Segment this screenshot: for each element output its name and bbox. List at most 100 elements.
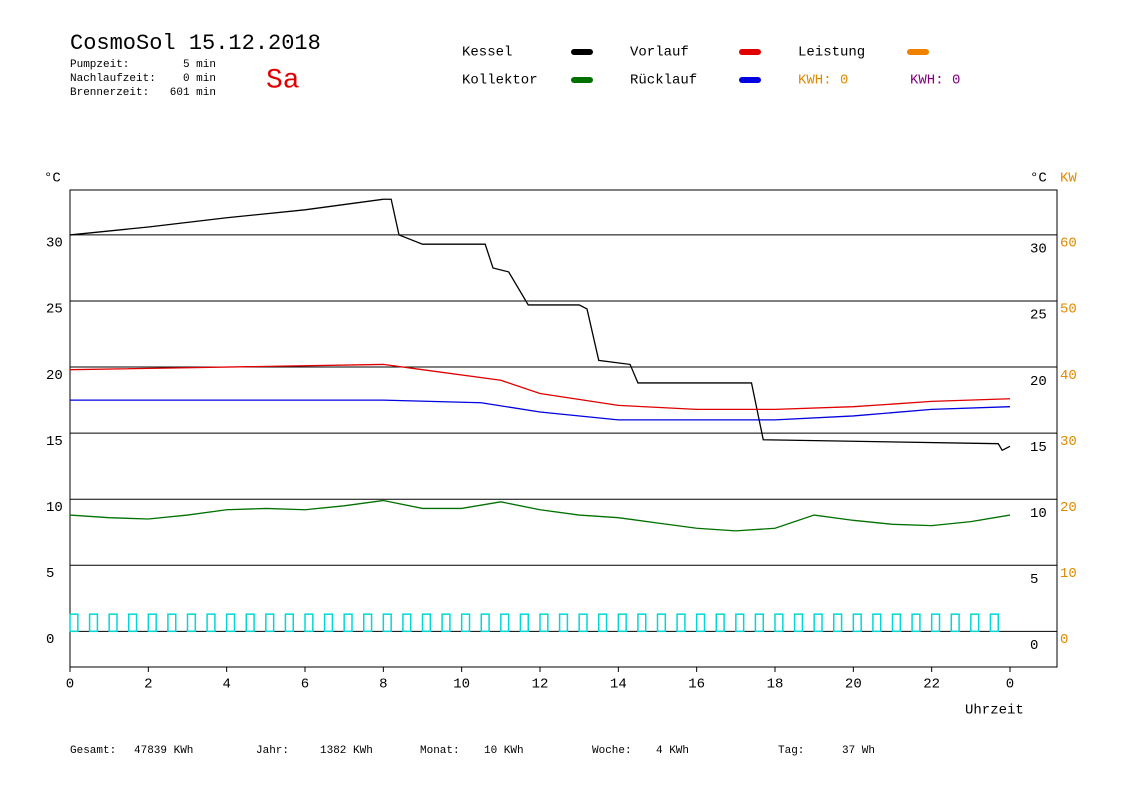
x-tick-label: 16 (688, 677, 705, 693)
pulse (656, 613, 667, 633)
info-label: Brennerzeit: (70, 87, 149, 99)
series-line (69, 198, 1011, 452)
series-line (69, 363, 1011, 410)
info-value: 5 min (183, 59, 216, 71)
x-tick-label: 4 (222, 677, 230, 693)
pulse (441, 613, 451, 633)
y-tick-label-right: 10 (1030, 506, 1047, 522)
y-tick-label: 10 (46, 500, 63, 516)
pulse (88, 613, 99, 633)
y2-tick-label: 20 (1060, 500, 1077, 516)
x-tick-label: 22 (923, 677, 940, 693)
legend-label: Kollektor (462, 73, 538, 89)
pulse (108, 613, 118, 633)
legend-label: Kessel (462, 45, 512, 61)
pulse (891, 613, 902, 633)
title: CosmoSol 15.12.2018 (70, 31, 321, 56)
pulse (225, 613, 236, 633)
y-tick-label: 20 (46, 368, 63, 384)
footer-label: Woche: (592, 745, 632, 757)
pulse (833, 613, 843, 633)
series-line (70, 399, 1011, 421)
footer-label: Jahr: (256, 745, 289, 757)
pulse (793, 613, 804, 633)
y-tick-label-right: 30 (1030, 242, 1047, 258)
x-tick-label: 2 (144, 677, 152, 693)
pulse (382, 613, 392, 633)
x-label: Uhrzeit (965, 703, 1024, 719)
y-tick-label-right: 25 (1030, 308, 1047, 324)
y2-tick-label: 40 (1060, 368, 1077, 384)
pulse (265, 613, 275, 633)
y2-tick-label: 50 (1060, 302, 1077, 318)
y-tick-label: 30 (46, 236, 63, 252)
footer-label: Gesamt: (70, 745, 116, 757)
x-tick-label: 10 (453, 677, 470, 693)
footer-value: 37 Wh (842, 745, 875, 757)
x-tick-label: 14 (610, 677, 627, 693)
pulse (695, 613, 706, 633)
y2-tick-label: 10 (1060, 566, 1077, 582)
info-value: 601 min (170, 87, 216, 99)
y-unit: °C (44, 171, 61, 187)
pulse (245, 613, 255, 633)
pulse (343, 613, 353, 633)
x-tick-label: 8 (379, 677, 387, 693)
pulse (363, 613, 373, 633)
y-tick-label: 5 (46, 566, 54, 582)
pulse (480, 613, 490, 633)
pulse (284, 613, 294, 633)
pulse (128, 613, 138, 633)
pulse (402, 613, 412, 633)
pulse (500, 613, 510, 633)
pulse (558, 613, 569, 633)
legend-label: Leistung (798, 45, 865, 61)
legend-label: Rücklauf (630, 73, 697, 89)
pulse (637, 613, 647, 633)
y-tick-label-right: 20 (1030, 374, 1047, 390)
pulse (460, 613, 471, 633)
pulse (186, 613, 197, 633)
pulse (323, 613, 334, 633)
footer-label: Monat: (420, 745, 460, 757)
footer-value: 10 KWh (484, 745, 524, 757)
footer-label: Tag: (778, 745, 804, 757)
x-tick-label: 0 (66, 677, 74, 693)
pulse (911, 613, 921, 633)
y-tick-label: 25 (46, 302, 63, 318)
pulse (872, 613, 882, 633)
pulse (950, 613, 960, 633)
x-tick-label: 6 (301, 677, 309, 693)
info-label: Nachlaufzeit: (70, 73, 156, 85)
y-tick-label: 15 (46, 434, 63, 450)
pulse (774, 613, 784, 633)
info-label: Pumpzeit: (70, 59, 129, 71)
y-tick-label-right: 15 (1030, 440, 1047, 456)
pulse (519, 613, 530, 633)
y2-unit: °C (1030, 171, 1047, 187)
y-tick-label-right: 0 (1030, 638, 1038, 654)
pulse (206, 613, 216, 633)
pulse (304, 613, 314, 633)
kwh: KWH: 0 (910, 73, 960, 89)
y-tick-label-right: 5 (1030, 572, 1038, 588)
pulse (147, 613, 157, 633)
footer-value: 1382 KWh (320, 745, 373, 757)
pulse (754, 613, 765, 633)
pulse (69, 613, 79, 633)
pulse (735, 613, 745, 633)
series-line (69, 499, 1011, 532)
y2-tick-label: 0 (1060, 632, 1068, 648)
y-tick-label: 0 (46, 632, 54, 648)
pulse (598, 613, 608, 633)
x-tick-label: 0 (1006, 677, 1014, 693)
x-tick-label: 20 (845, 677, 862, 693)
day: Sa (266, 65, 300, 96)
pulse (813, 613, 823, 633)
info-value: 0 min (183, 73, 216, 85)
y2-tick-label: 30 (1060, 434, 1077, 450)
pulse (930, 613, 941, 633)
pulse (421, 613, 432, 633)
pulse (970, 613, 980, 633)
